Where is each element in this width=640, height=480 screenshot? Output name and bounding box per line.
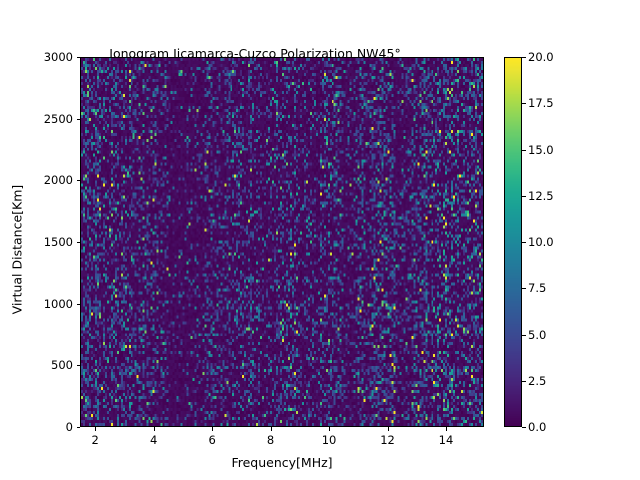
colorbar-tick-label: 17.5 — [528, 96, 554, 111]
y-tick-mark — [76, 365, 80, 367]
colorbar-tick-label: 2.5 — [528, 373, 547, 388]
colorbar-tick-label: 20.0 — [528, 50, 554, 64]
x-tick-label: 4 — [149, 433, 158, 447]
y-axis-label: Virtual Distance[Km] — [9, 184, 25, 315]
colorbar-tick-mark — [522, 149, 526, 151]
y-tick-label: 1500 — [43, 235, 73, 249]
colorbar-tick-mark — [522, 288, 526, 290]
y-tick-label: 1000 — [43, 296, 73, 311]
x-tick-mark — [95, 427, 97, 431]
y-tick-mark — [76, 242, 80, 243]
colorbar-tick-label: 15.0 — [528, 142, 554, 157]
y-tick-label: 500 — [51, 358, 73, 373]
ionogram-heatmap — [81, 58, 483, 426]
x-axis-label: Frequency[MHz] — [231, 455, 333, 470]
colorbar-tick-label: 7.5 — [528, 281, 547, 296]
y-tick-mark — [76, 427, 80, 428]
colorbar-tick-mark — [522, 242, 526, 243]
colorbar-tick-label: 0.0 — [528, 420, 547, 434]
colorbar-tick-label: 12.5 — [528, 188, 554, 203]
x-tick-label: 6 — [208, 433, 216, 447]
y-tick-mark — [76, 57, 80, 58]
colorbar-tick-label: 10.0 — [528, 235, 554, 249]
x-tick-mark — [329, 427, 331, 431]
colorbar-tick-mark — [522, 334, 526, 336]
y-tick-mark — [76, 303, 80, 305]
colorbar-gradient — [505, 58, 521, 426]
x-tick-label: 8 — [266, 433, 275, 447]
x-tick-mark — [270, 427, 272, 431]
x-tick-label: 12 — [380, 433, 395, 447]
colorbar-tick-label: 5.0 — [528, 327, 547, 342]
y-tick-label: 0 — [65, 420, 73, 434]
x-tick-mark — [387, 427, 389, 431]
colorbar-tick-mark — [522, 427, 526, 428]
x-tick-mark — [445, 427, 447, 431]
colorbar-tick-mark — [522, 103, 526, 105]
x-tick-label: 14 — [438, 433, 454, 447]
x-tick-label: 10 — [321, 433, 337, 447]
colorbar-tick-mark — [522, 57, 526, 58]
y-tick-label: 2000 — [43, 173, 73, 188]
colorbar-tick-mark — [522, 380, 526, 382]
colorbar — [504, 57, 522, 427]
x-tick-mark — [153, 427, 155, 431]
y-tick-mark — [76, 118, 80, 120]
x-tick-mark — [212, 427, 214, 431]
y-tick-label: 3000 — [43, 50, 73, 64]
colorbar-tick-mark — [522, 195, 526, 197]
plot-axes — [80, 57, 484, 427]
x-tick-label: 2 — [91, 433, 99, 447]
y-tick-mark — [76, 180, 80, 182]
y-tick-label: 2500 — [43, 111, 73, 126]
